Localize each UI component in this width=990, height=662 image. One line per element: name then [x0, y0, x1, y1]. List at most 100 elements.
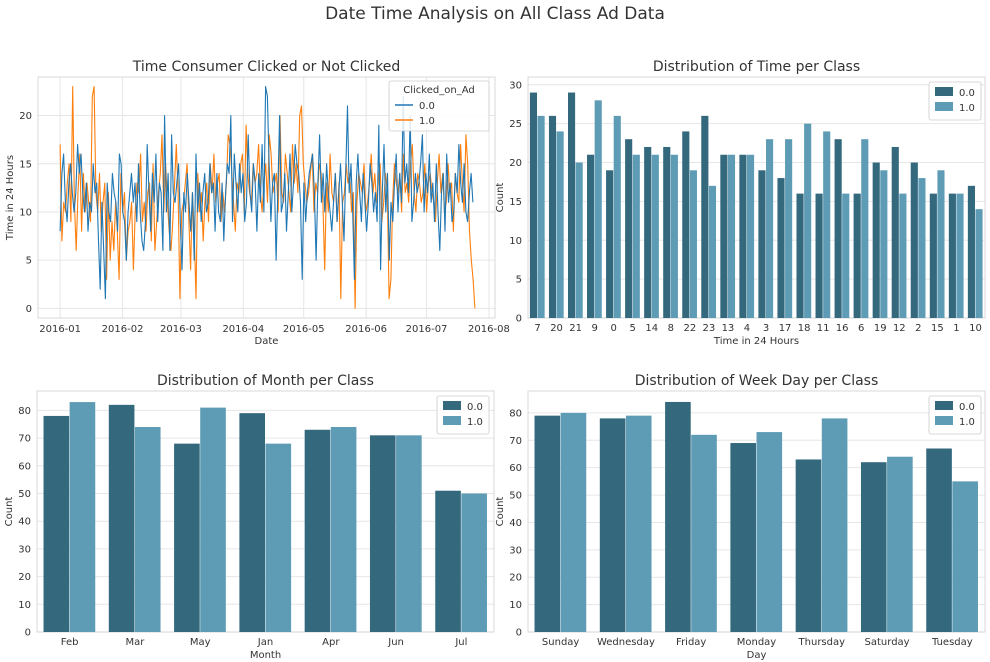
- x-tick-label: 2016-06: [345, 324, 387, 335]
- x-tick-label: Wednesday: [597, 637, 655, 648]
- x-tick-label: 12: [893, 323, 906, 334]
- legend-label: 0.0: [959, 88, 975, 99]
- bar-apr-class-0-0: [304, 429, 331, 632]
- legend-swatch: [443, 401, 461, 410]
- legend-label: 1.0: [467, 417, 483, 428]
- line-chart-clicked-time: 0 5 10 15 20 2016-01 2016-02 2016-03 2016-04 2016…: [5, 59, 510, 347]
- bar-23-class-1-0: [708, 185, 717, 318]
- bar-9-class-1-0: [594, 100, 602, 318]
- y-tick-label: 20: [509, 573, 522, 584]
- bar-17-class-0-0: [777, 178, 785, 318]
- bar-21-class-0-0: [567, 92, 576, 318]
- y-tick-label: 0: [516, 628, 522, 639]
- bar-2-class-0-0: [910, 162, 918, 318]
- bar-may-class-1-0: [200, 407, 226, 632]
- bar-12-class-1-0: [899, 193, 907, 318]
- x-tick-label: 2016-08: [468, 324, 510, 335]
- legend-swatch: [935, 401, 953, 410]
- x-axis-label: Month: [250, 650, 281, 661]
- x-tick-label: 6: [858, 323, 864, 334]
- bar-22-class-1-0: [689, 170, 697, 318]
- x-tick-label: 18: [798, 323, 811, 334]
- bar-7-class-0-0: [529, 92, 538, 318]
- x-tick-label: May: [190, 637, 211, 648]
- bar-3-class-1-0: [766, 139, 774, 318]
- y-tick-label: 80: [18, 406, 31, 417]
- bar-may-class-0-0: [174, 443, 200, 632]
- bar-1-class-1-0: [956, 193, 964, 318]
- y-tick-label: 10: [509, 236, 522, 247]
- legend-label: 1.0: [959, 103, 975, 114]
- legend-swatch: [935, 102, 953, 111]
- bar-16-class-1-0: [842, 193, 850, 318]
- x-tick-label: Apr: [322, 637, 340, 648]
- bar-jun-class-0-0: [369, 435, 396, 632]
- bar-wednesday-class-1-0: [625, 415, 652, 632]
- bar-tuesday-class-1-0: [952, 481, 978, 633]
- bar-14-class-0-0: [644, 146, 652, 318]
- y-tick-label: 60: [509, 463, 522, 474]
- x-tick-label: Jul: [454, 637, 467, 648]
- bar-tuesday-class-0-0: [926, 448, 952, 632]
- y-axis-label: Count: [495, 183, 506, 213]
- y-tick-label: 20: [19, 111, 32, 122]
- bar-0-class-1-0: [613, 115, 621, 319]
- bar-feb-class-0-0: [43, 415, 70, 632]
- bar-13-class-1-0: [727, 154, 736, 318]
- legend-label: 1.0: [419, 116, 435, 127]
- y-tick-label: 20: [509, 158, 522, 169]
- bar-9-class-0-0: [587, 154, 595, 318]
- legend-swatch: [935, 416, 953, 425]
- x-tick-label: 21: [569, 323, 582, 334]
- bar-jan-class-1-0: [265, 443, 292, 632]
- bar-4-class-0-0: [739, 154, 747, 318]
- bar-15-class-0-0: [929, 193, 937, 318]
- legend-label: 0.0: [959, 402, 975, 413]
- bar-13-class-0-0: [720, 154, 728, 318]
- series-line-0-0: [59, 86, 474, 300]
- y-tick-label: 10: [18, 600, 31, 611]
- bar-5-class-1-0: [632, 154, 640, 318]
- y-tick-label: 20: [18, 572, 31, 583]
- x-tick-label: Friday: [676, 637, 706, 648]
- bar-8-class-0-0: [663, 146, 671, 318]
- bar-saturday-class-1-0: [887, 456, 913, 632]
- bar-19-class-1-0: [880, 170, 888, 318]
- bar-18-class-1-0: [804, 123, 812, 319]
- x-tick-label: 2016-05: [283, 324, 325, 335]
- y-tick-label: 30: [18, 544, 31, 555]
- bar-19-class-0-0: [872, 162, 880, 318]
- y-tick-label: 30: [509, 80, 522, 91]
- bar-20-class-1-0: [556, 131, 564, 318]
- bar-apr-class-1-0: [330, 427, 357, 632]
- legend-label: 0.0: [467, 402, 483, 413]
- bar-wednesday-class-0-0: [599, 418, 626, 632]
- bar-jul-class-1-0: [461, 493, 487, 632]
- bar-chart-month-distribution: 0 10 20 30 40 50 60 70 80 Distribution of Month p…: [4, 373, 495, 661]
- bar-3-class-0-0: [758, 170, 766, 318]
- x-tick-label: 8: [668, 323, 674, 334]
- bar-15-class-1-0: [937, 170, 945, 318]
- x-tick-label: Jan: [257, 637, 273, 648]
- figure-title: Date Time Analysis on All Class Ad Data: [325, 4, 665, 24]
- bar-sunday-class-0-0: [534, 415, 561, 632]
- legend-swatch: [935, 87, 953, 96]
- legend-box: [388, 80, 490, 132]
- plot-frame: [37, 76, 496, 319]
- bar-mar-class-1-0: [134, 427, 161, 632]
- chart-title: Distribution of Week Day per Class: [635, 373, 879, 389]
- y-tick-label: 70: [18, 434, 31, 445]
- y-tick-label: 0: [25, 628, 31, 639]
- bar-friday-class-1-0: [691, 434, 717, 632]
- x-tick-label: 0: [611, 323, 617, 334]
- y-tick-label: 10: [19, 207, 32, 218]
- x-tick-label: Feb: [61, 637, 79, 648]
- bar-11-class-0-0: [815, 193, 823, 318]
- bar-monday-class-1-0: [756, 432, 783, 632]
- bar-23-class-0-0: [701, 115, 709, 319]
- chart-title: Distribution of Month per Class: [157, 373, 374, 389]
- bar-jul-class-0-0: [435, 490, 461, 632]
- x-tick-label: Mar: [125, 637, 145, 648]
